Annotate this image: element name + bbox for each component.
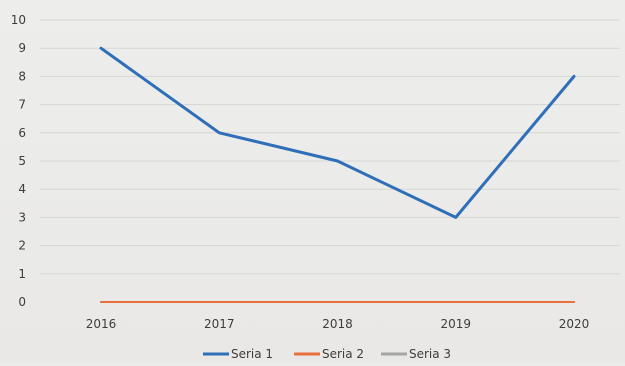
series-line-1 <box>99 46 576 219</box>
gridlines <box>40 19 620 275</box>
y-tick-label: 8 <box>18 69 26 83</box>
x-tick-label: 2020 <box>559 317 590 331</box>
legend: Seria 1 Seria 2 Seria 3 <box>203 347 451 361</box>
series-lines <box>99 46 576 303</box>
y-tick-label: 7 <box>18 98 26 112</box>
y-tick-label: 5 <box>18 154 26 168</box>
x-tick-label: 2016 <box>86 317 117 331</box>
y-tick-label: 3 <box>18 210 26 224</box>
x-tick-label: 2017 <box>204 317 235 331</box>
legend-label: Seria 1 <box>231 347 273 361</box>
y-tick-label: 4 <box>18 182 26 196</box>
y-tick-label: 2 <box>18 239 26 253</box>
y-tick-label: 9 <box>18 41 26 55</box>
y-tick-label: 6 <box>18 126 26 140</box>
x-axis-tick-labels: 2016 2017 2018 2019 2020 <box>86 317 590 331</box>
y-tick-label: 10 <box>11 13 26 27</box>
y-axis-tick-labels: 0 1 2 3 4 5 6 7 8 9 10 <box>11 13 26 309</box>
y-tick-label: 1 <box>18 267 26 281</box>
legend-label: Seria 2 <box>322 347 364 361</box>
x-tick-label: 2019 <box>440 317 471 331</box>
legend-item-3: Seria 3 <box>381 347 451 361</box>
y-tick-label: 0 <box>18 295 26 309</box>
legend-item-1: Seria 1 <box>203 347 273 361</box>
x-tick-label: 2018 <box>322 317 353 331</box>
legend-item-2: Seria 2 <box>294 347 364 361</box>
legend-label: Seria 3 <box>409 347 451 361</box>
